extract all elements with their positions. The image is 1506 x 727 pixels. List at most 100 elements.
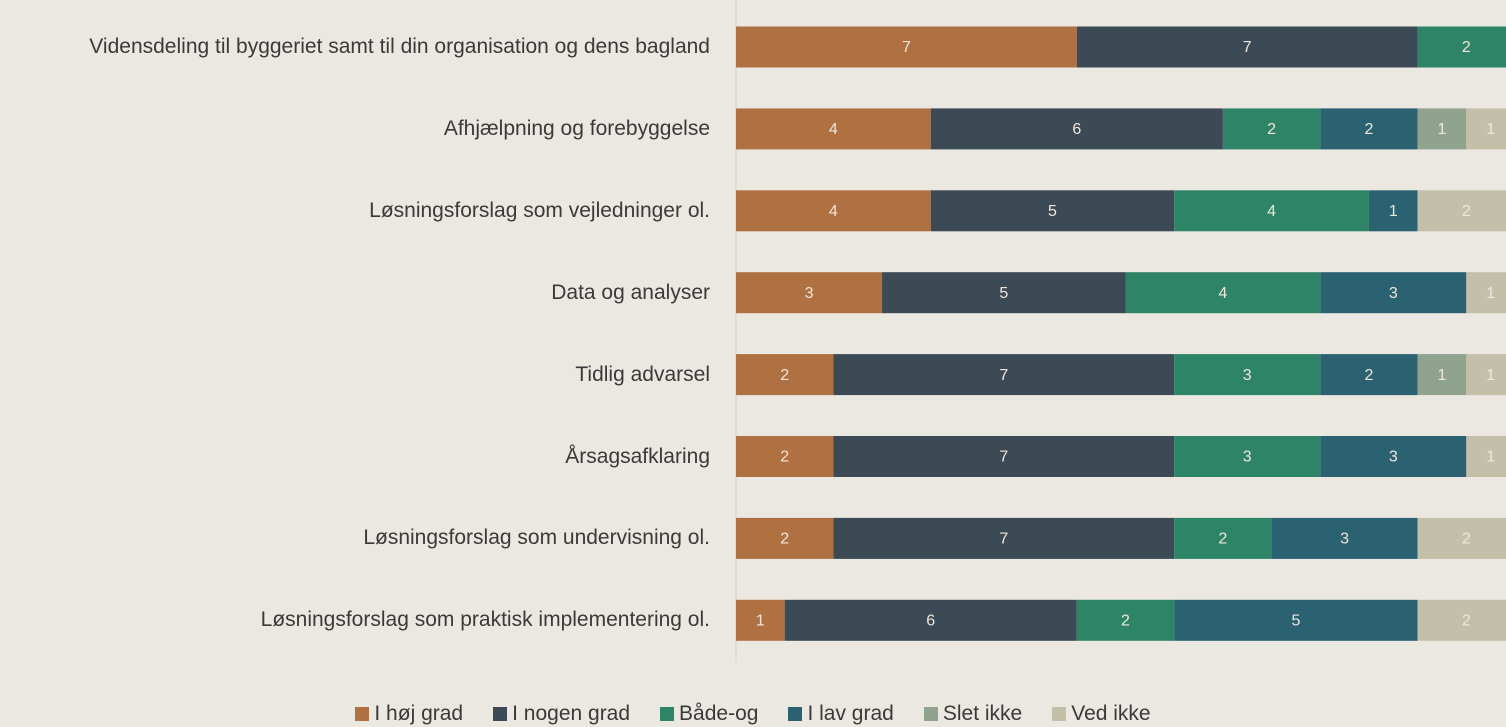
- bar-segment: [1076, 599, 1175, 641]
- data-label: 3: [1389, 285, 1398, 302]
- data-label: 1: [1486, 285, 1495, 302]
- data-label: 6: [1072, 121, 1081, 138]
- category-label: Årsagsafklaring: [565, 444, 710, 468]
- data-label: 3: [805, 285, 814, 302]
- legend-label: Både-og: [679, 702, 759, 725]
- bar-segment: [1417, 26, 1506, 68]
- category-label: Afhjælpning og forebyggelse: [443, 116, 710, 140]
- bar-segment: [736, 354, 834, 396]
- data-label: 2: [1462, 531, 1471, 548]
- legend-item: Både-og: [660, 702, 758, 726]
- legend-swatch: [923, 707, 938, 721]
- bar-segment: [930, 108, 1223, 150]
- bar-segment: [833, 436, 1175, 477]
- bar-segment: [1174, 436, 1321, 477]
- data-label: 1: [1438, 121, 1447, 138]
- data-label: 1: [1486, 449, 1495, 466]
- bar-segment: [736, 599, 785, 641]
- legend: I høj grad I nogen grad Både-og I lav grad S…: [0, 702, 1506, 726]
- data-label: 2: [1267, 121, 1276, 138]
- data-label: 7: [902, 39, 911, 56]
- bar-segment: [1174, 190, 1369, 232]
- bar-segment: [1174, 599, 1418, 641]
- bar-segment: [784, 599, 1077, 641]
- data-label: 1: [756, 613, 765, 630]
- bar-segment: [736, 517, 834, 559]
- bar-segment: [1466, 354, 1506, 396]
- data-label: 2: [780, 531, 789, 548]
- legend-label: Ved ikke: [1071, 702, 1151, 725]
- legend-item: I høj grad: [355, 702, 463, 726]
- data-label: 4: [1267, 203, 1276, 220]
- data-label: 1: [1486, 121, 1495, 138]
- data-label: 3: [1243, 449, 1252, 466]
- data-label: 1: [1486, 367, 1495, 384]
- data-label: 2: [1364, 367, 1373, 384]
- category-label: Løsningsforslag som vejledninger ol.: [369, 198, 710, 222]
- data-label: 5: [1291, 613, 1300, 630]
- data-label: 2: [1462, 39, 1471, 56]
- bar-segment: [736, 436, 834, 477]
- bar-segment: [1417, 354, 1467, 396]
- category-label: Data og analyser: [551, 280, 710, 304]
- bar-segment: [736, 272, 883, 314]
- legend-swatch: [355, 707, 370, 721]
- legend-item: I nogen grad: [493, 702, 630, 726]
- data-label: 7: [999, 449, 1008, 466]
- legend-item: I lav grad: [788, 702, 894, 726]
- legend-swatch: [660, 707, 675, 721]
- bar-segment: [1320, 108, 1418, 150]
- data-label: 2: [1462, 613, 1471, 630]
- category-label: Løsningsforslag som undervisning ol.: [363, 526, 710, 550]
- legend-label: I lav grad: [807, 702, 894, 725]
- category-label: Tidlig advarsel: [575, 362, 710, 386]
- bar-segment: [1125, 272, 1321, 314]
- bar-segment: [1417, 517, 1506, 559]
- data-label: 2: [1218, 531, 1227, 548]
- category-label: Løsningsforslag som praktisk implementer…: [260, 608, 710, 632]
- bar-segment: [1320, 272, 1467, 314]
- chart: 7 7 24 6 2 2 1 14 5 4 1 23 5 4 3 12 7 3 2 1 12 7 3 3 12 7 2 3 21 6 2 5 2: [735, 0, 1506, 662]
- legend-item: Slet ikke: [923, 702, 1022, 726]
- data-label: 5: [1048, 203, 1057, 220]
- bar-segment: [1417, 108, 1467, 150]
- data-label: 4: [829, 203, 838, 220]
- data-label: 7: [999, 531, 1008, 548]
- data-label: 4: [1218, 285, 1227, 302]
- bar-segment: [736, 26, 1077, 68]
- data-label: 2: [780, 449, 789, 466]
- data-label: 6: [926, 613, 935, 630]
- bar-segment: [1320, 436, 1467, 477]
- bar-segment: [1466, 436, 1506, 477]
- legend-swatch: [493, 707, 508, 721]
- bar-segment: [1320, 354, 1418, 396]
- data-label: 2: [1121, 613, 1130, 630]
- bar-segment: [1076, 26, 1418, 68]
- data-label: 1: [1438, 367, 1447, 384]
- bar-segment: [882, 272, 1126, 314]
- data-label: 2: [1462, 203, 1471, 220]
- bar-segment: [1466, 108, 1506, 150]
- data-label: 1: [1389, 203, 1398, 220]
- data-label: 4: [829, 121, 838, 138]
- data-label: 3: [1389, 449, 1398, 466]
- category-label: Vidensdeling til byggeriet samt til din …: [89, 35, 710, 58]
- data-label: 7: [1243, 39, 1252, 56]
- legend-item: Ved ikke: [1052, 702, 1151, 726]
- legend-label: I nogen grad: [512, 702, 631, 725]
- bar-segment: [1174, 354, 1321, 396]
- bar-segment: [736, 190, 931, 232]
- bar-segment: [1222, 108, 1321, 150]
- bar-segment: [833, 517, 1175, 559]
- data-label: 2: [780, 367, 789, 384]
- legend-label: I høj grad: [374, 702, 464, 725]
- data-label: 3: [1340, 531, 1349, 548]
- bar-segment: [1466, 272, 1506, 314]
- data-label: 2: [1364, 121, 1373, 138]
- bar-segment: [1174, 517, 1272, 559]
- bar-segment: [1417, 190, 1506, 232]
- bar-segment: [1417, 599, 1506, 641]
- data-label: 5: [999, 285, 1008, 302]
- bar-segment: [1271, 517, 1418, 559]
